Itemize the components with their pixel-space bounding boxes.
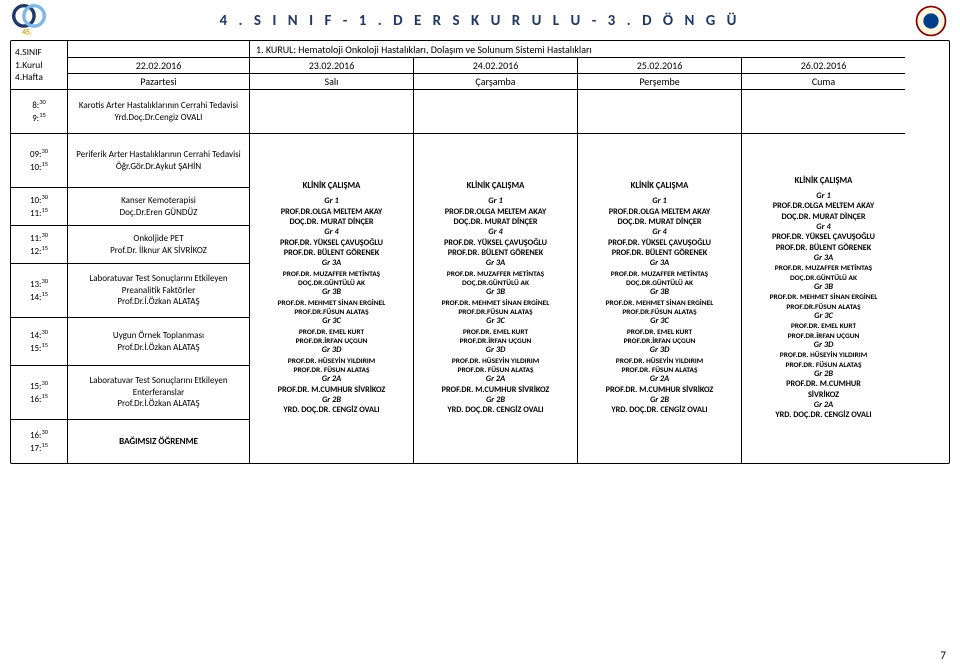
date-tue: 23.02.2016 <box>249 57 413 73</box>
time-4: 13:3014:15 <box>11 263 67 317</box>
mon-r0-person: Yrd.Doç.Dr.Cengiz OVALI <box>115 112 203 124</box>
mon-r3-person: Prof.Dr. İlknur AK SİVRİKOZ <box>110 245 207 257</box>
tue-blank <box>249 89 413 133</box>
mon-r0: Karotis Arter Hastalıklarının Cerrahi Te… <box>67 89 249 133</box>
mon-r1: Periferik Arter Hastalıklarının Cerrahi … <box>67 133 249 187</box>
mon-r1-person: Öğr.Gör.Dr.Aykut ŞAHİN <box>116 161 201 173</box>
kurul-title: 1. KURUL: Hematoloji Onkoloji Hastalıkla… <box>249 41 905 57</box>
time-6: 15:3016:15 <box>11 365 67 419</box>
meta-line-2: 1.Kurul <box>15 59 42 71</box>
wed-klinik: KLİNİK ÇALIŞMAGr 1PROF.DR.OLGA MELTEM AK… <box>413 133 577 463</box>
fri-blank <box>741 89 905 133</box>
mon-r6-person: Prof.Dr.İ.Özkan ALATAŞ <box>117 398 199 410</box>
time-5: 14:3015:15 <box>11 317 67 365</box>
mon-r5-person: Prof.Dr.İ.Özkan ALATAŞ <box>117 342 199 354</box>
date-mon: 22.02.2016 <box>67 57 249 73</box>
mon-r4: Laboratuvar Test Sonuçlarını Etkileyen P… <box>67 263 249 317</box>
mon-r7-title: BAĞIMSIZ ÖĞRENME <box>119 436 198 448</box>
schedule-grid: 4.SINIF 1.Kurul 4.Hafta 1. KURUL: Hemato… <box>10 40 950 464</box>
mon-r0-title: Karotis Arter Hastalıklarının Cerrahi Te… <box>79 100 238 112</box>
mon-r3-title: Onkoljide PET <box>133 233 183 245</box>
day-wed: Çarşamba <box>413 73 577 89</box>
mon-r1-title: Periferik Arter Hastalıklarının Cerrahi … <box>76 149 240 161</box>
header-meta: 4.SINIF 1.Kurul 4.Hafta <box>11 41 67 89</box>
fri-klinik: KLİNİK ÇALIŞMAGr 1PROF.DR.OLGA MELTEM AK… <box>741 133 905 463</box>
page-title: 4 . S I N I F - 1 . D E R S K U R U L U … <box>10 12 950 30</box>
blank-top <box>67 41 249 57</box>
date-fri: 26.02.2016 <box>741 57 905 73</box>
mon-r2: Kanser Kemoterapisi Doç.Dr.Eren GÜNDÜZ <box>67 187 249 225</box>
thu-blank <box>577 89 741 133</box>
wed-blank <box>413 89 577 133</box>
day-mon: Pazartesi <box>67 73 249 89</box>
thu-klinik: KLİNİK ÇALIŞMAGr 1PROF.DR.OLGA MELTEM AK… <box>577 133 741 463</box>
day-thu: Perşembe <box>577 73 741 89</box>
time-7: 16:3017:15 <box>11 419 67 463</box>
meta-line-3: 4.Hafta <box>15 71 43 83</box>
mon-r4-person: Prof.Dr.İ.Özkan ALATAŞ <box>117 296 199 308</box>
mon-r6: Laboratuvar Test Sonuçlarını Etkileyen E… <box>67 365 249 419</box>
time-1: 09:3010:15 <box>11 133 67 187</box>
time-2: 10:3011:15 <box>11 187 67 225</box>
time-0: 8:309:15 <box>11 89 67 133</box>
time-3: 11:3012:15 <box>11 225 67 263</box>
meta-line-1: 4.SINIF <box>15 46 42 58</box>
mon-r7: BAĞIMSIZ ÖĞRENME <box>67 419 249 463</box>
date-thu: 25.02.2016 <box>577 57 741 73</box>
mon-r2-title: Kanser Kemoterapisi <box>121 195 196 207</box>
date-wed: 24.02.2016 <box>413 57 577 73</box>
mon-r4-title: Laboratuvar Test Sonuçlarını Etkileyen P… <box>72 273 245 296</box>
day-fri: Cuma <box>741 73 905 89</box>
tue-klinik: KLİNİK ÇALIŞMAGr 1PROF.DR.OLGA MELTEM AK… <box>249 133 413 463</box>
mon-r5: Uygun Örnek Toplanması Prof.Dr.İ.Özkan A… <box>67 317 249 365</box>
mon-r6-title: Laboratuvar Test Sonuçlarını Etkileyen E… <box>72 375 245 398</box>
mon-r3: Onkoljide PET Prof.Dr. İlknur AK SİVRİKO… <box>67 225 249 263</box>
mon-r2-person: Doç.Dr.Eren GÜNDÜZ <box>120 207 198 219</box>
page-number: 7 <box>940 649 946 662</box>
mon-r5-title: Uygun Örnek Toplanması <box>113 330 204 342</box>
day-tue: Salı <box>249 73 413 89</box>
